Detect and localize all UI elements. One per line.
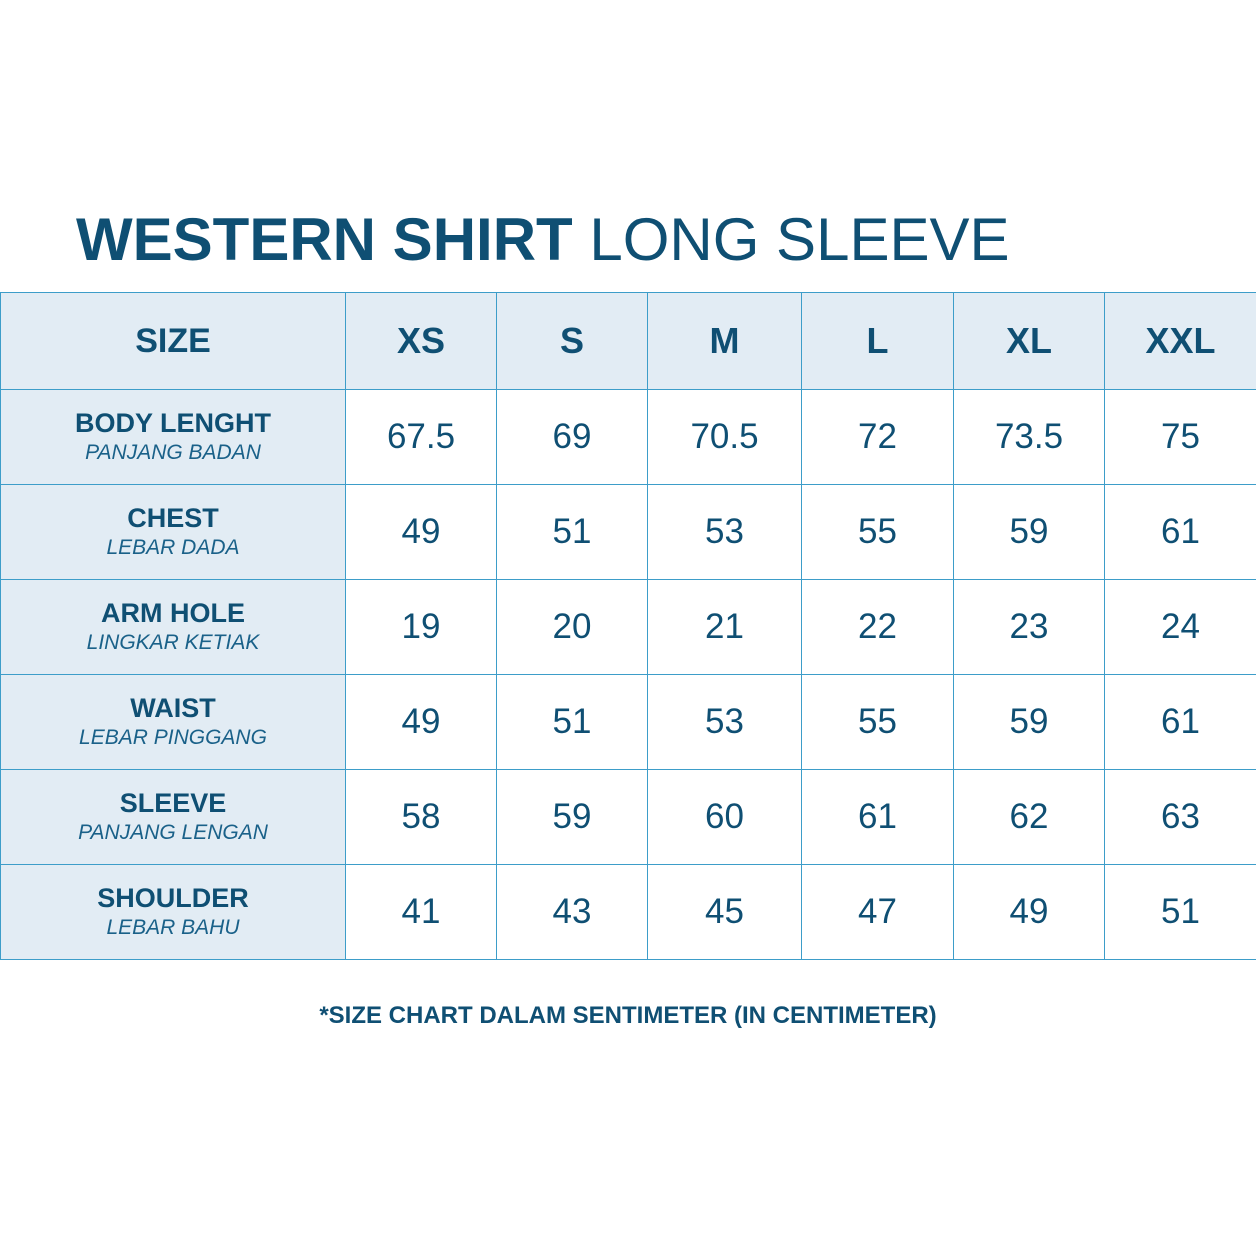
table-row: WAIST LEBAR PINGGANG 49 51 53 55 59 61 bbox=[0, 674, 1256, 770]
table-cell: 51 bbox=[1104, 864, 1256, 960]
row-label: BODY LENGHT bbox=[74, 408, 271, 438]
table-cell: 62 bbox=[953, 769, 1105, 865]
title-light: LONG SLEEVE bbox=[589, 206, 1010, 273]
header-row: SIZE XS S M L XL XXL bbox=[0, 292, 1256, 390]
table-cell: 72 bbox=[801, 389, 954, 485]
table-cell: 58 bbox=[345, 769, 497, 865]
table-cell: 19 bbox=[345, 579, 497, 675]
table-cell: 55 bbox=[801, 484, 954, 580]
table-cell: 45 bbox=[647, 864, 802, 960]
table-cell: 23 bbox=[953, 579, 1105, 675]
row-label: WAIST bbox=[130, 693, 216, 723]
table-cell: 53 bbox=[647, 484, 802, 580]
row-sublabel: LEBAR BAHU bbox=[106, 916, 240, 939]
unit-footnote: *SIZE CHART DALAM SENTIMETER (IN CENTIME… bbox=[319, 1002, 937, 1029]
row-label-cell: SLEEVE PANJANG LENGAN bbox=[0, 769, 346, 865]
table-cell: 49 bbox=[345, 674, 497, 770]
table-cell: 69 bbox=[496, 389, 648, 485]
table-cell: 61 bbox=[801, 769, 954, 865]
row-sublabel: LEBAR DADA bbox=[106, 536, 240, 559]
table-cell: 22 bbox=[801, 579, 954, 675]
table-cell: 59 bbox=[953, 674, 1105, 770]
header-size-xxl: XXL bbox=[1104, 292, 1256, 390]
row-sublabel: LEBAR PINGGANG bbox=[79, 726, 267, 749]
table-cell: 63 bbox=[1104, 769, 1256, 865]
row-sublabel: LINGKAR KETIAK bbox=[86, 631, 260, 654]
header-size-s: S bbox=[496, 292, 648, 390]
size-chart-table: SIZE XS S M L XL XXL BODY LENGHT PANJANG… bbox=[0, 292, 1256, 960]
table-cell: 59 bbox=[953, 484, 1105, 580]
table-cell: 67.5 bbox=[345, 389, 497, 485]
row-label-cell: WAIST LEBAR PINGGANG bbox=[0, 674, 346, 770]
row-sublabel: PANJANG BADAN bbox=[85, 441, 261, 464]
page-title: WESTERN SHIRT LONG SLEEVE bbox=[76, 207, 1010, 273]
row-label-cell: CHEST LEBAR DADA bbox=[0, 484, 346, 580]
table-row: BODY LENGHT PANJANG BADAN 67.5 69 70.5 7… bbox=[0, 389, 1256, 485]
table-cell: 20 bbox=[496, 579, 648, 675]
header-size-label: SIZE bbox=[0, 292, 346, 390]
table-cell: 49 bbox=[953, 864, 1105, 960]
table-cell: 61 bbox=[1104, 674, 1256, 770]
row-label: CHEST bbox=[127, 503, 219, 533]
row-label-cell: ARM HOLE LINGKAR KETIAK bbox=[0, 579, 346, 675]
table-cell: 61 bbox=[1104, 484, 1256, 580]
table-row: SHOULDER LEBAR BAHU 41 43 45 47 49 51 bbox=[0, 864, 1256, 960]
row-label-cell: BODY LENGHT PANJANG BADAN bbox=[0, 389, 346, 485]
header-size-l: L bbox=[801, 292, 954, 390]
table-cell: 24 bbox=[1104, 579, 1256, 675]
row-label: SHOULDER bbox=[97, 883, 249, 913]
table-cell: 51 bbox=[496, 484, 648, 580]
table-cell: 43 bbox=[496, 864, 648, 960]
table-cell: 75 bbox=[1104, 389, 1256, 485]
table-row: CHEST LEBAR DADA 49 51 53 55 59 61 bbox=[0, 484, 1256, 580]
table-cell: 59 bbox=[496, 769, 648, 865]
header-size-xs: XS bbox=[345, 292, 497, 390]
table-cell: 73.5 bbox=[953, 389, 1105, 485]
table-cell: 53 bbox=[647, 674, 802, 770]
table-cell: 49 bbox=[345, 484, 497, 580]
table-cell: 21 bbox=[647, 579, 802, 675]
table-cell: 70.5 bbox=[647, 389, 802, 485]
row-label: SLEEVE bbox=[119, 788, 227, 818]
header-size-m: M bbox=[647, 292, 802, 390]
header-size-xl: XL bbox=[953, 292, 1105, 390]
table-cell: 51 bbox=[496, 674, 648, 770]
row-sublabel: PANJANG LENGAN bbox=[78, 821, 268, 844]
row-label-cell: SHOULDER LEBAR BAHU bbox=[0, 864, 346, 960]
table-cell: 55 bbox=[801, 674, 954, 770]
table-row: SLEEVE PANJANG LENGAN 58 59 60 61 62 63 bbox=[0, 769, 1256, 865]
table-cell: 41 bbox=[345, 864, 497, 960]
table-cell: 60 bbox=[647, 769, 802, 865]
table-cell: 47 bbox=[801, 864, 954, 960]
row-label: ARM HOLE bbox=[101, 598, 245, 628]
title-bold: WESTERN SHIRT bbox=[76, 206, 573, 273]
table-row: ARM HOLE LINGKAR KETIAK 19 20 21 22 23 2… bbox=[0, 579, 1256, 675]
